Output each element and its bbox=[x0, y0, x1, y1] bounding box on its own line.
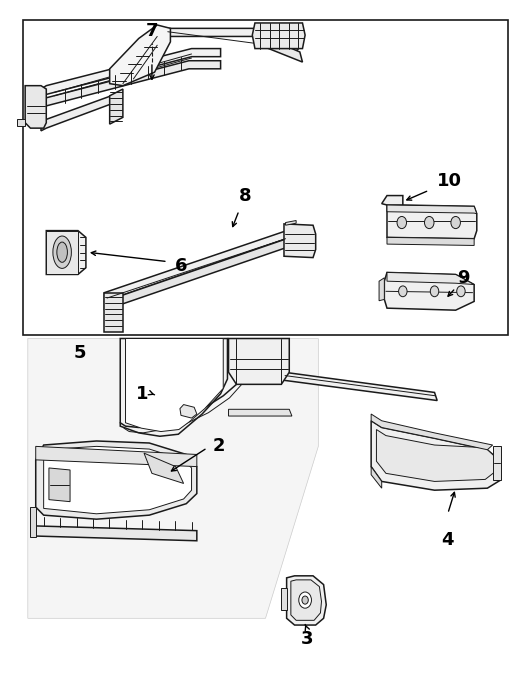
Polygon shape bbox=[41, 61, 220, 109]
Text: 3: 3 bbox=[301, 630, 313, 648]
Polygon shape bbox=[165, 28, 297, 54]
Polygon shape bbox=[44, 446, 192, 514]
Circle shape bbox=[424, 217, 434, 229]
Polygon shape bbox=[49, 468, 70, 502]
Polygon shape bbox=[291, 580, 321, 620]
Polygon shape bbox=[105, 292, 123, 332]
Polygon shape bbox=[284, 224, 316, 257]
Polygon shape bbox=[125, 338, 223, 431]
Polygon shape bbox=[17, 119, 25, 126]
Polygon shape bbox=[105, 231, 289, 301]
Text: 9: 9 bbox=[457, 269, 469, 287]
Bar bbox=[22, 20, 509, 335]
Polygon shape bbox=[110, 25, 170, 86]
Polygon shape bbox=[36, 526, 197, 541]
Polygon shape bbox=[105, 239, 287, 310]
Polygon shape bbox=[260, 35, 303, 62]
Text: 8: 8 bbox=[239, 187, 252, 205]
Text: 7: 7 bbox=[145, 22, 158, 41]
Polygon shape bbox=[387, 205, 477, 214]
Circle shape bbox=[451, 217, 460, 229]
Text: 4: 4 bbox=[441, 531, 454, 548]
Polygon shape bbox=[180, 405, 197, 418]
Polygon shape bbox=[287, 576, 326, 625]
Text: 10: 10 bbox=[437, 173, 462, 190]
Polygon shape bbox=[384, 272, 474, 310]
Polygon shape bbox=[46, 231, 86, 274]
Polygon shape bbox=[493, 446, 501, 480]
Polygon shape bbox=[41, 94, 120, 131]
Circle shape bbox=[430, 286, 439, 297]
Circle shape bbox=[299, 592, 312, 608]
Circle shape bbox=[399, 286, 407, 297]
Text: 5: 5 bbox=[73, 345, 86, 362]
Polygon shape bbox=[379, 278, 384, 301]
Polygon shape bbox=[30, 507, 36, 538]
Polygon shape bbox=[387, 238, 474, 246]
Text: 2: 2 bbox=[213, 437, 225, 456]
Circle shape bbox=[302, 596, 309, 604]
Polygon shape bbox=[252, 23, 305, 49]
Circle shape bbox=[397, 217, 407, 229]
Polygon shape bbox=[110, 89, 123, 124]
Polygon shape bbox=[286, 221, 296, 225]
Polygon shape bbox=[25, 86, 46, 128]
Polygon shape bbox=[387, 205, 477, 239]
Polygon shape bbox=[120, 338, 227, 436]
Polygon shape bbox=[376, 429, 495, 481]
Polygon shape bbox=[41, 49, 220, 97]
Polygon shape bbox=[28, 338, 318, 618]
Text: 1: 1 bbox=[136, 385, 148, 403]
Polygon shape bbox=[36, 446, 197, 466]
Polygon shape bbox=[371, 466, 382, 488]
Polygon shape bbox=[284, 372, 437, 401]
Ellipse shape bbox=[57, 242, 67, 262]
Polygon shape bbox=[382, 196, 403, 205]
Text: 6: 6 bbox=[175, 257, 187, 275]
Ellipse shape bbox=[53, 236, 71, 268]
Polygon shape bbox=[371, 420, 501, 490]
Polygon shape bbox=[371, 414, 493, 450]
Circle shape bbox=[457, 286, 465, 297]
Polygon shape bbox=[36, 441, 197, 519]
Polygon shape bbox=[144, 453, 184, 483]
Polygon shape bbox=[228, 338, 289, 385]
Polygon shape bbox=[281, 588, 287, 609]
Polygon shape bbox=[46, 231, 78, 274]
Polygon shape bbox=[228, 410, 292, 416]
Polygon shape bbox=[387, 272, 474, 284]
